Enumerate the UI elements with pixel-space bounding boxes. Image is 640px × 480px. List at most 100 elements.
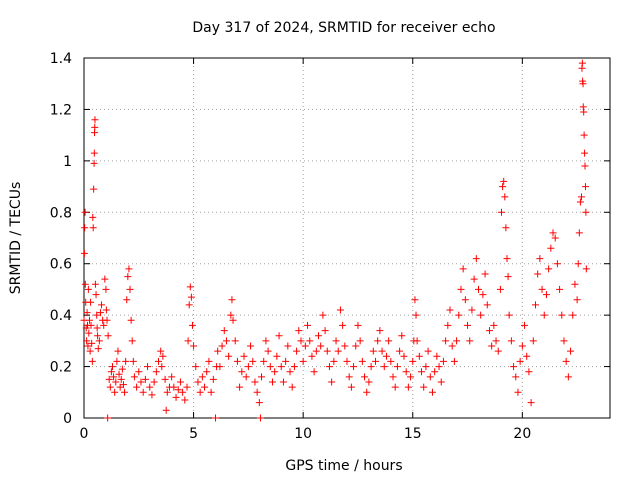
data-point — [389, 373, 397, 381]
data-point — [209, 375, 217, 383]
data-point — [128, 337, 136, 345]
data-point — [579, 80, 587, 88]
data-point — [103, 316, 111, 324]
data-point — [170, 383, 178, 391]
data-point — [225, 352, 233, 360]
data-point — [418, 368, 426, 376]
data-point — [393, 363, 401, 371]
data-point — [117, 375, 125, 383]
data-point — [214, 347, 222, 355]
data-point — [201, 383, 209, 391]
data-point — [301, 342, 309, 350]
data-point — [290, 363, 298, 371]
data-point — [124, 273, 132, 281]
data-point — [258, 373, 266, 381]
data-point — [371, 357, 379, 365]
data-point — [498, 208, 506, 216]
data-point — [264, 347, 272, 355]
axis-ticks: 0 5 10 15 20 0 0.2 0.4 0.6 0.8 1 1.2 1.4 — [50, 51, 610, 442]
data-point — [150, 378, 158, 386]
data-point — [361, 373, 369, 381]
data-point — [148, 391, 156, 399]
data-point — [461, 296, 469, 304]
data-point — [157, 347, 165, 355]
data-point — [299, 357, 307, 365]
data-point — [207, 388, 215, 396]
data-point — [422, 363, 430, 371]
data-point — [523, 352, 531, 360]
data-point — [527, 399, 535, 407]
data-point — [453, 337, 461, 345]
data-point — [185, 301, 193, 309]
data-point — [101, 275, 109, 283]
data-point — [444, 321, 452, 329]
data-point — [536, 255, 544, 263]
data-point — [240, 352, 248, 360]
data-point — [93, 311, 101, 319]
data-point — [534, 270, 542, 278]
data-point — [249, 357, 257, 365]
data-point — [286, 368, 294, 376]
data-point — [310, 368, 318, 376]
data-point — [574, 260, 582, 268]
data-point — [266, 363, 274, 371]
y-axis-label: SRMTID / TECUs — [8, 182, 24, 295]
data-point — [91, 280, 99, 288]
data-point — [159, 352, 167, 360]
data-point — [126, 285, 134, 293]
data-point — [431, 368, 439, 376]
data-point — [571, 280, 579, 288]
data-point — [415, 352, 423, 360]
data-point — [119, 381, 127, 389]
y-tick-label: 0.6 — [50, 257, 72, 273]
data-point — [485, 327, 493, 335]
data-point — [374, 337, 382, 345]
data-point — [525, 368, 533, 376]
data-point — [553, 260, 561, 268]
data-point — [220, 327, 228, 335]
data-point — [110, 373, 118, 381]
data-point — [174, 386, 182, 394]
data-point — [420, 383, 428, 391]
data-point — [514, 388, 522, 396]
data-point — [244, 363, 252, 371]
data-point — [122, 357, 130, 365]
data-point — [345, 373, 353, 381]
data-point — [457, 285, 465, 293]
data-point — [253, 388, 261, 396]
data-point — [112, 378, 120, 386]
data-point — [203, 368, 211, 376]
data-point — [91, 123, 99, 131]
x-tick-label: 10 — [294, 426, 312, 442]
data-point — [455, 311, 463, 319]
data-point — [581, 183, 589, 191]
data-point — [96, 309, 104, 317]
data-point — [578, 59, 586, 67]
data-point — [413, 337, 421, 345]
data-point — [118, 365, 126, 373]
data-point — [545, 265, 553, 273]
data-point — [233, 357, 241, 365]
data-point — [409, 357, 417, 365]
data-point — [247, 342, 255, 350]
data-point — [477, 311, 485, 319]
data-point — [328, 378, 336, 386]
data-point — [194, 378, 202, 386]
data-point — [582, 265, 590, 273]
data-point — [547, 244, 555, 252]
data-point — [104, 332, 112, 340]
data-point — [385, 337, 393, 345]
data-point — [538, 285, 546, 293]
data-point — [135, 368, 143, 376]
data-point — [564, 373, 572, 381]
data-point — [470, 275, 478, 283]
data-point — [127, 316, 135, 324]
data-point — [433, 352, 441, 360]
data-point — [304, 321, 312, 329]
data-point — [576, 198, 584, 206]
data-point — [350, 363, 358, 371]
data-point — [80, 249, 88, 257]
data-point — [551, 234, 559, 242]
data-point — [188, 321, 196, 329]
data-point — [494, 347, 502, 355]
